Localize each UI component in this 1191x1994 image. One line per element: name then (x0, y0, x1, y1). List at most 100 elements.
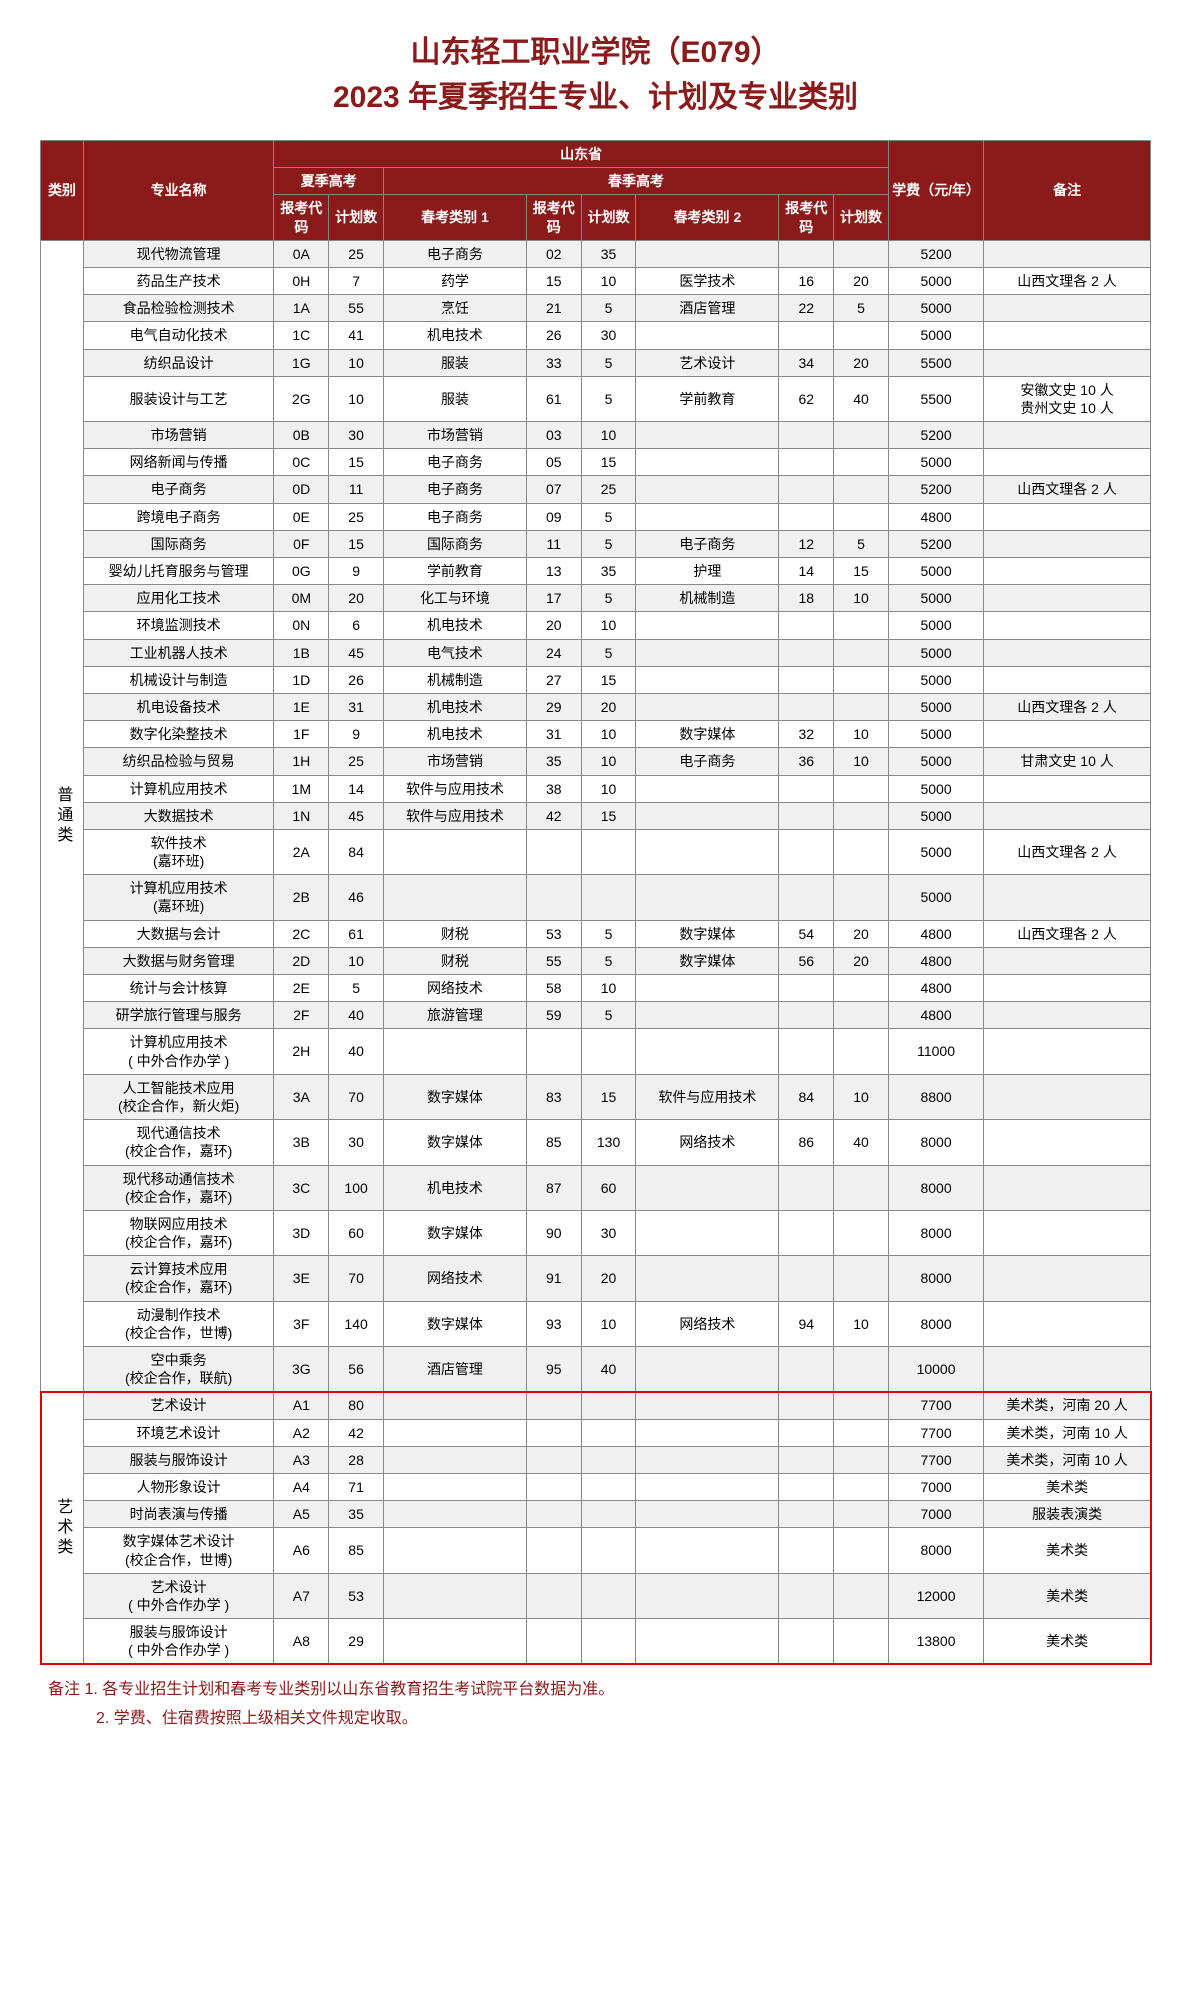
table-row: 数字媒体艺术设计(校企合作，世博)A6858000美术类 (41, 1528, 1151, 1573)
summer-plan: 46 (329, 875, 384, 920)
spring-cat1: 软件与应用技术 (383, 775, 526, 802)
th-fee: 学费（元/年） (888, 141, 983, 241)
spring-code2 (779, 1347, 834, 1392)
spring-cat1: 财税 (383, 947, 526, 974)
summer-code: 1A (274, 295, 329, 322)
spring-code1: 61 (526, 376, 581, 421)
spring-plan2 (834, 449, 889, 476)
spring-code1: 21 (526, 295, 581, 322)
spring-code1: 13 (526, 558, 581, 585)
note-cell: 美术类，河南 10 人 (984, 1446, 1151, 1473)
spring-code2: 36 (779, 748, 834, 775)
summer-code: 0G (274, 558, 329, 585)
spring-cat2 (636, 975, 779, 1002)
spring-code1: 55 (526, 947, 581, 974)
tbody-art: 艺术类艺术设计A1807700美术类，河南 20 人环境艺术设计A2427700… (41, 1392, 1151, 1664)
spring-cat2 (636, 1446, 779, 1473)
major-cell: 物联网应用技术(校企合作，嘉环) (83, 1210, 274, 1255)
spring-plan2: 40 (834, 376, 889, 421)
fee-cell: 8000 (888, 1528, 983, 1573)
spring-code1: 05 (526, 449, 581, 476)
spring-code1: 95 (526, 1347, 581, 1392)
summer-plan: 7 (329, 267, 384, 294)
table-row: 服装与服饰设计A3287700美术类，河南 10 人 (41, 1446, 1151, 1473)
spring-cat2: 数字媒体 (636, 721, 779, 748)
spring-code2: 62 (779, 376, 834, 421)
summer-code: 0C (274, 449, 329, 476)
table-row: 机械设计与制造1D26机械制造27155000 (41, 666, 1151, 693)
fee-cell: 10000 (888, 1347, 983, 1392)
spring-cat2: 学前教育 (636, 376, 779, 421)
fee-cell: 4800 (888, 920, 983, 947)
summer-plan: 15 (329, 449, 384, 476)
summer-code: 1M (274, 775, 329, 802)
spring-plan1: 20 (581, 693, 636, 720)
fee-cell: 5000 (888, 295, 983, 322)
spring-cat1 (383, 1392, 526, 1419)
summer-plan: 9 (329, 558, 384, 585)
fee-cell: 5000 (888, 639, 983, 666)
spring-plan1: 5 (581, 585, 636, 612)
spring-plan2: 20 (834, 920, 889, 947)
spring-plan1: 10 (581, 422, 636, 449)
summer-plan: 28 (329, 1446, 384, 1473)
spring-plan2 (834, 422, 889, 449)
summer-plan: 5 (329, 975, 384, 1002)
spring-cat2 (636, 503, 779, 530)
note-cell (984, 1074, 1151, 1119)
note-cell (984, 1165, 1151, 1210)
spring-plan1 (581, 1419, 636, 1446)
fee-cell: 5000 (888, 875, 983, 920)
fee-cell: 8000 (888, 1301, 983, 1346)
spring-cat1 (383, 1528, 526, 1573)
note-cell (984, 1002, 1151, 1029)
fee-cell: 7700 (888, 1392, 983, 1419)
table-row: 大数据与财务管理2D10财税555数字媒体56204800 (41, 947, 1151, 974)
spring-code1 (526, 1029, 581, 1074)
table-row: 研学旅行管理与服务2F40旅游管理5954800 (41, 1002, 1151, 1029)
spring-code2 (779, 503, 834, 530)
note-cell (984, 1347, 1151, 1392)
admissions-table: 类别 专业名称 山东省 学费（元/年） 备注 夏季高考 春季高考 报考代码 计划… (40, 140, 1151, 1664)
spring-cat1: 机械制造 (383, 666, 526, 693)
major-cell: 计算机应用技术 (83, 775, 274, 802)
spring-cat2 (636, 1002, 779, 1029)
spring-code2: 56 (779, 947, 834, 974)
spring-code1 (526, 1573, 581, 1618)
spring-plan2 (834, 1573, 889, 1618)
fee-cell: 8000 (888, 1165, 983, 1210)
spring-plan1: 15 (581, 449, 636, 476)
spring-cat2: 机械制造 (636, 585, 779, 612)
spring-code2 (779, 322, 834, 349)
major-cell: 云计算技术应用(校企合作，嘉环) (83, 1256, 274, 1301)
note-cell (984, 1210, 1151, 1255)
summer-code: 1N (274, 802, 329, 829)
major-cell: 应用化工技术 (83, 585, 274, 612)
th-spring-cat2: 春考类别 2 (636, 195, 779, 240)
note-cell (984, 947, 1151, 974)
summer-code: 3A (274, 1074, 329, 1119)
spring-code2: 12 (779, 530, 834, 557)
summer-plan: 31 (329, 693, 384, 720)
summer-code: 2D (274, 947, 329, 974)
spring-plan1: 10 (581, 612, 636, 639)
th-major: 专业名称 (83, 141, 274, 241)
major-cell: 工业机器人技术 (83, 639, 274, 666)
category-cell: 普通类 (41, 240, 84, 1392)
spring-code1 (526, 875, 581, 920)
summer-plan: 80 (329, 1392, 384, 1419)
spring-code2 (779, 240, 834, 267)
spring-cat2: 艺术设计 (636, 349, 779, 376)
fee-cell: 4800 (888, 947, 983, 974)
table-row: 纺织品设计1G10服装335艺术设计34205500 (41, 349, 1151, 376)
spring-cat1: 数字媒体 (383, 1120, 526, 1165)
spring-plan2: 5 (834, 295, 889, 322)
summer-plan: 20 (329, 585, 384, 612)
spring-plan1 (581, 1473, 636, 1500)
spring-plan2 (834, 1210, 889, 1255)
spring-plan2 (834, 612, 889, 639)
spring-plan2: 20 (834, 947, 889, 974)
fee-cell: 5000 (888, 612, 983, 639)
spring-cat2 (636, 476, 779, 503)
fee-cell: 5000 (888, 829, 983, 874)
